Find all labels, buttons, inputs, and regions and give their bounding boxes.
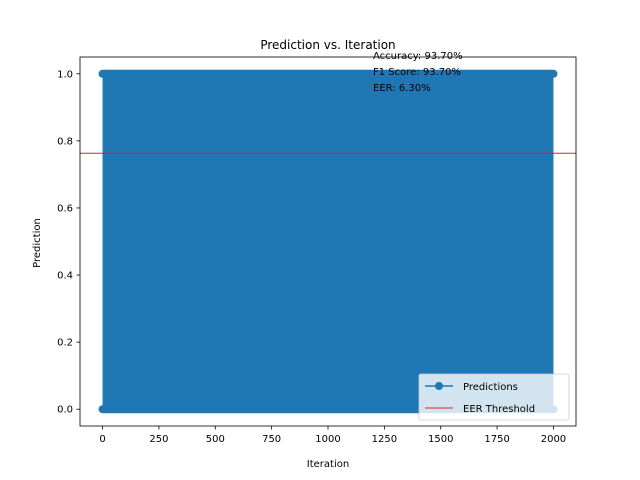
- y-axis-label: Prediction: [32, 218, 43, 268]
- legend-predictions-label: Predictions: [463, 382, 518, 393]
- x-tick-label: 2000: [541, 434, 566, 445]
- y-tick-label: 0.4: [57, 271, 73, 282]
- y-axis: 0.0 0.2 0.4 0.6 0.8 1.0: [57, 69, 80, 416]
- x-tick-label: 500: [206, 434, 225, 445]
- legend-box: [418, 373, 570, 421]
- x-tick-label: 1250: [372, 434, 397, 445]
- y-tick-label: 0.6: [57, 203, 73, 214]
- x-axis-label: Iteration: [307, 459, 349, 470]
- accuracy-annotation: Accuracy: 93.70%: [373, 51, 463, 62]
- x-tick-label: 1500: [428, 434, 453, 445]
- chart-title: Prediction vs. Iteration: [260, 38, 395, 52]
- metrics-annotations: Accuracy: 93.70% F1 Score: 93.70% EER: 6…: [373, 51, 463, 94]
- x-tick-label: 750: [262, 434, 281, 445]
- predictions-series-fill: [102, 73, 554, 410]
- x-tick-label: 0: [99, 434, 105, 445]
- y-tick-label: 0.8: [57, 136, 73, 147]
- eer-annotation: EER: 6.30%: [373, 83, 431, 94]
- legend-predictions-marker: [435, 382, 443, 390]
- y-tick-label: 1.0: [57, 69, 73, 80]
- legend: Predictions EER Threshold: [418, 373, 570, 421]
- y-tick-label: 0.2: [57, 338, 73, 349]
- x-axis: 0 250 500 750 1000 1250 1500 1750 2000: [99, 426, 566, 445]
- y-tick-label: 0.0: [57, 405, 73, 416]
- f1-annotation: F1 Score: 93.70%: [373, 67, 461, 78]
- legend-threshold-label: EER Threshold: [463, 404, 535, 415]
- x-tick-label: 1750: [484, 434, 509, 445]
- x-tick-label: 250: [149, 434, 168, 445]
- plot-data-layer: [80, 69, 576, 414]
- x-tick-label: 1000: [315, 434, 340, 445]
